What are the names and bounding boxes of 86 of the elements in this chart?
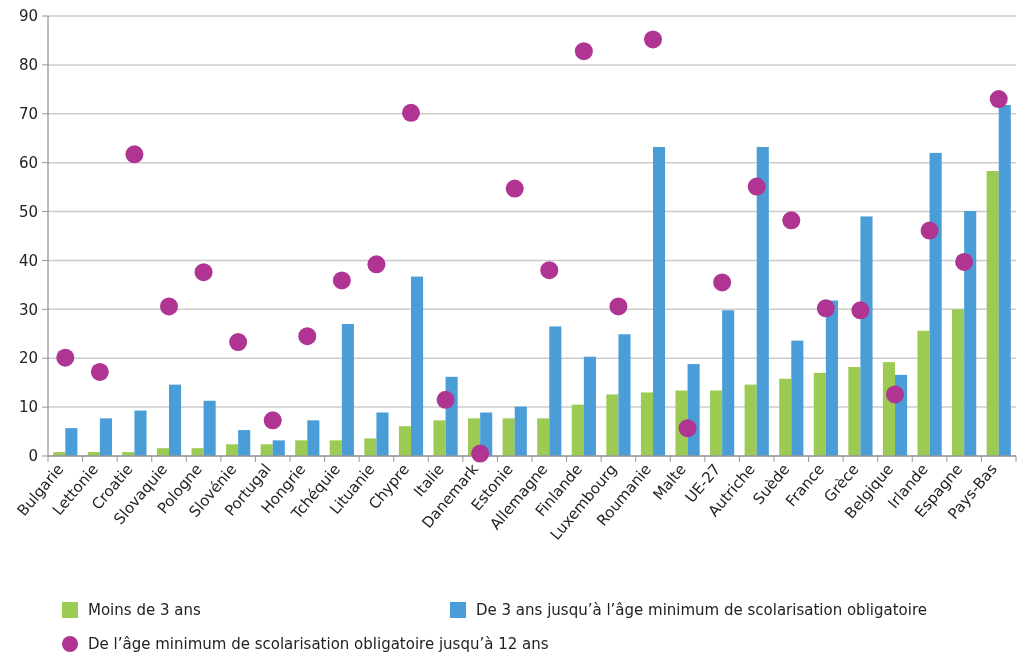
bar: [549, 326, 562, 456]
bar: [411, 276, 424, 456]
bar: [502, 418, 515, 456]
bar: [307, 420, 320, 456]
point: [402, 103, 420, 122]
bar: [653, 147, 666, 456]
bar: [295, 440, 308, 456]
point: [90, 362, 109, 381]
point: [263, 411, 282, 430]
point: [816, 299, 835, 318]
point: [713, 273, 732, 292]
bar: [606, 394, 619, 456]
point: [644, 30, 662, 49]
point: [989, 90, 1008, 109]
bar: [99, 418, 112, 456]
y-tick-label: 70: [18, 105, 38, 124]
bar: [272, 440, 285, 456]
point: [955, 252, 974, 271]
bar: [583, 356, 596, 456]
point: [540, 261, 559, 280]
bar: [260, 444, 273, 456]
bar: [791, 340, 804, 456]
legend-label: De 3 ans jusqu’à l’âge minimum de scolarisation obligatoire: [476, 601, 927, 620]
bar: [341, 324, 354, 456]
bar: [433, 420, 446, 456]
bar: [929, 152, 942, 456]
bar: [779, 378, 792, 456]
bar: [537, 418, 550, 456]
bar: [756, 147, 769, 456]
point: [298, 327, 317, 346]
y-tick-label: 90: [18, 7, 38, 26]
point: [332, 271, 351, 290]
bar: [964, 211, 977, 456]
legend-label: Moins de 3 ans: [88, 601, 201, 620]
bar: [364, 438, 377, 456]
bar: [744, 384, 757, 456]
point: [367, 255, 386, 274]
point: [505, 179, 524, 198]
point: [782, 211, 801, 230]
bar: [191, 448, 204, 456]
y-tick-label: 40: [18, 251, 38, 270]
point: [194, 263, 213, 282]
y-tick-label: 60: [18, 153, 38, 172]
bar: [917, 330, 930, 456]
bar: [860, 216, 873, 456]
point: [851, 301, 870, 320]
bar: [238, 430, 251, 456]
bar: [952, 309, 965, 456]
point: [920, 221, 939, 240]
point: [229, 333, 248, 352]
point: [574, 42, 593, 61]
bar: [398, 426, 411, 456]
y-tick-label: 30: [18, 300, 38, 319]
point: [609, 297, 628, 316]
bar: [986, 170, 999, 456]
bar: [722, 310, 735, 456]
bar: [998, 104, 1011, 456]
bar: [203, 400, 216, 456]
point: [886, 385, 904, 404]
point: [125, 145, 144, 164]
point: [471, 444, 490, 463]
legend-label: De l’âge minimum de scolarisation obligatoire jusqu’à 12 ans: [88, 635, 549, 654]
bar: [848, 367, 861, 456]
y-tick-label: 50: [18, 202, 38, 221]
bar: [134, 410, 147, 456]
y-tick-label: 80: [18, 56, 38, 75]
y-tick-label: 10: [18, 398, 38, 417]
bar: [618, 334, 631, 456]
bar: [710, 390, 723, 456]
bar: [571, 404, 584, 456]
point: [436, 390, 455, 409]
bar: [65, 428, 78, 456]
bar: [514, 406, 527, 456]
point: [747, 177, 766, 196]
bar: [813, 372, 826, 456]
bar: [329, 440, 342, 456]
bar: [376, 412, 389, 456]
bar: [226, 444, 239, 456]
bar: [169, 384, 182, 456]
point: [56, 348, 75, 367]
y-tick-label: 0: [28, 447, 38, 466]
bar: [825, 300, 838, 456]
bar: [640, 392, 653, 456]
point: [160, 297, 178, 316]
point: [678, 419, 697, 438]
y-tick-label: 20: [18, 349, 38, 368]
